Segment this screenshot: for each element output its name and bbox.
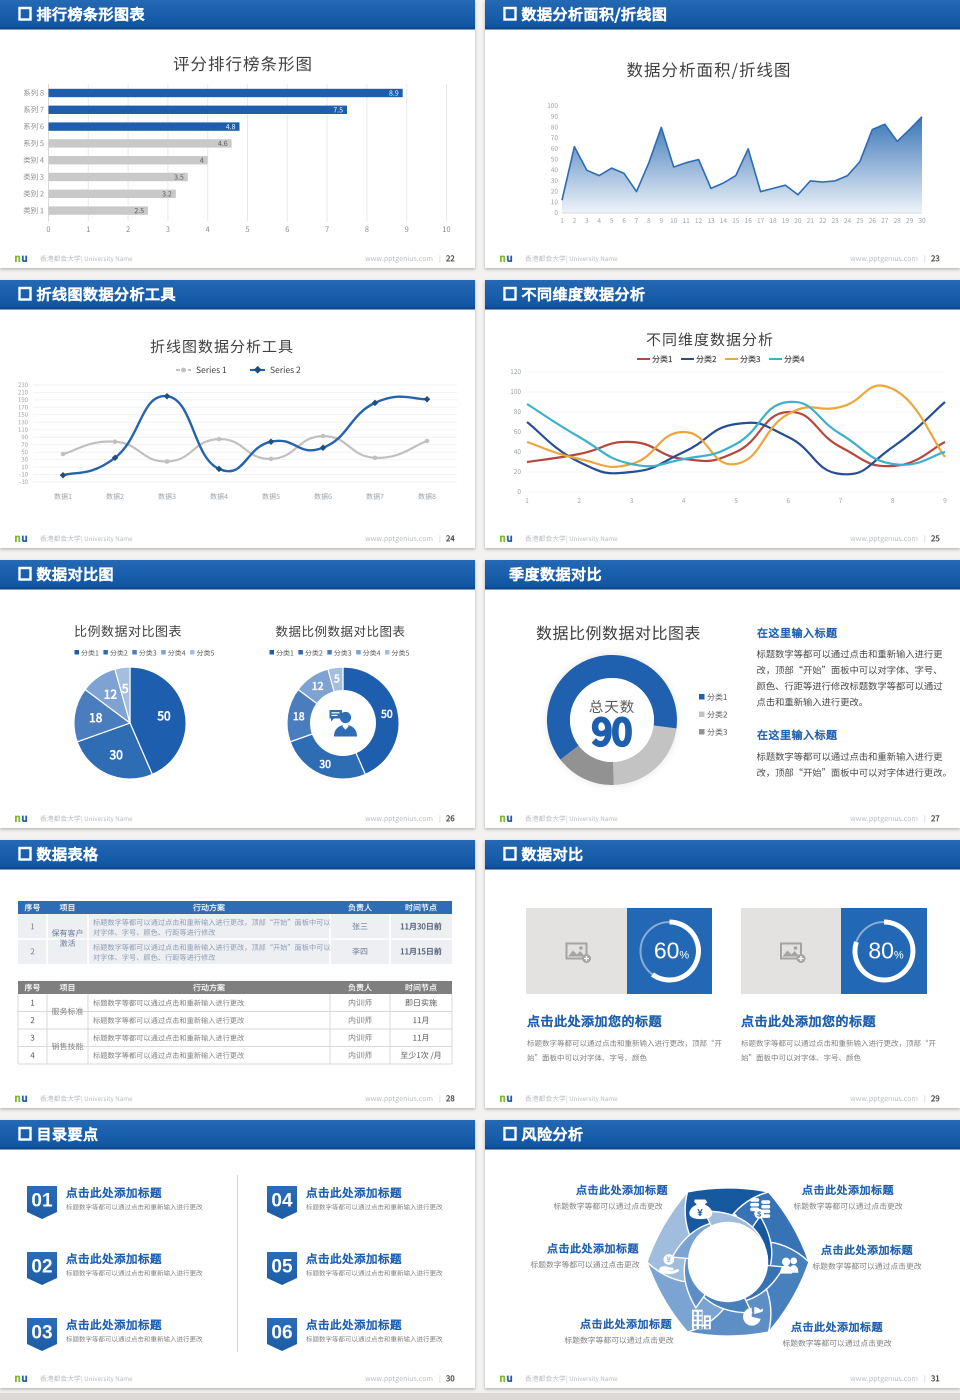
svg-text:03: 03 <box>31 1323 52 1344</box>
svg-text:¥: ¥ <box>667 1255 672 1264</box>
svg-text:05: 05 <box>271 1257 293 1278</box>
svg-text:$: $ <box>757 1210 761 1219</box>
svg-text:¥: ¥ <box>697 1208 703 1219</box>
svg-text:02: 02 <box>31 1257 52 1278</box>
svg-text:06: 06 <box>271 1323 292 1344</box>
svg-text:04: 04 <box>271 1191 293 1212</box>
svg-text:01: 01 <box>31 1191 53 1212</box>
